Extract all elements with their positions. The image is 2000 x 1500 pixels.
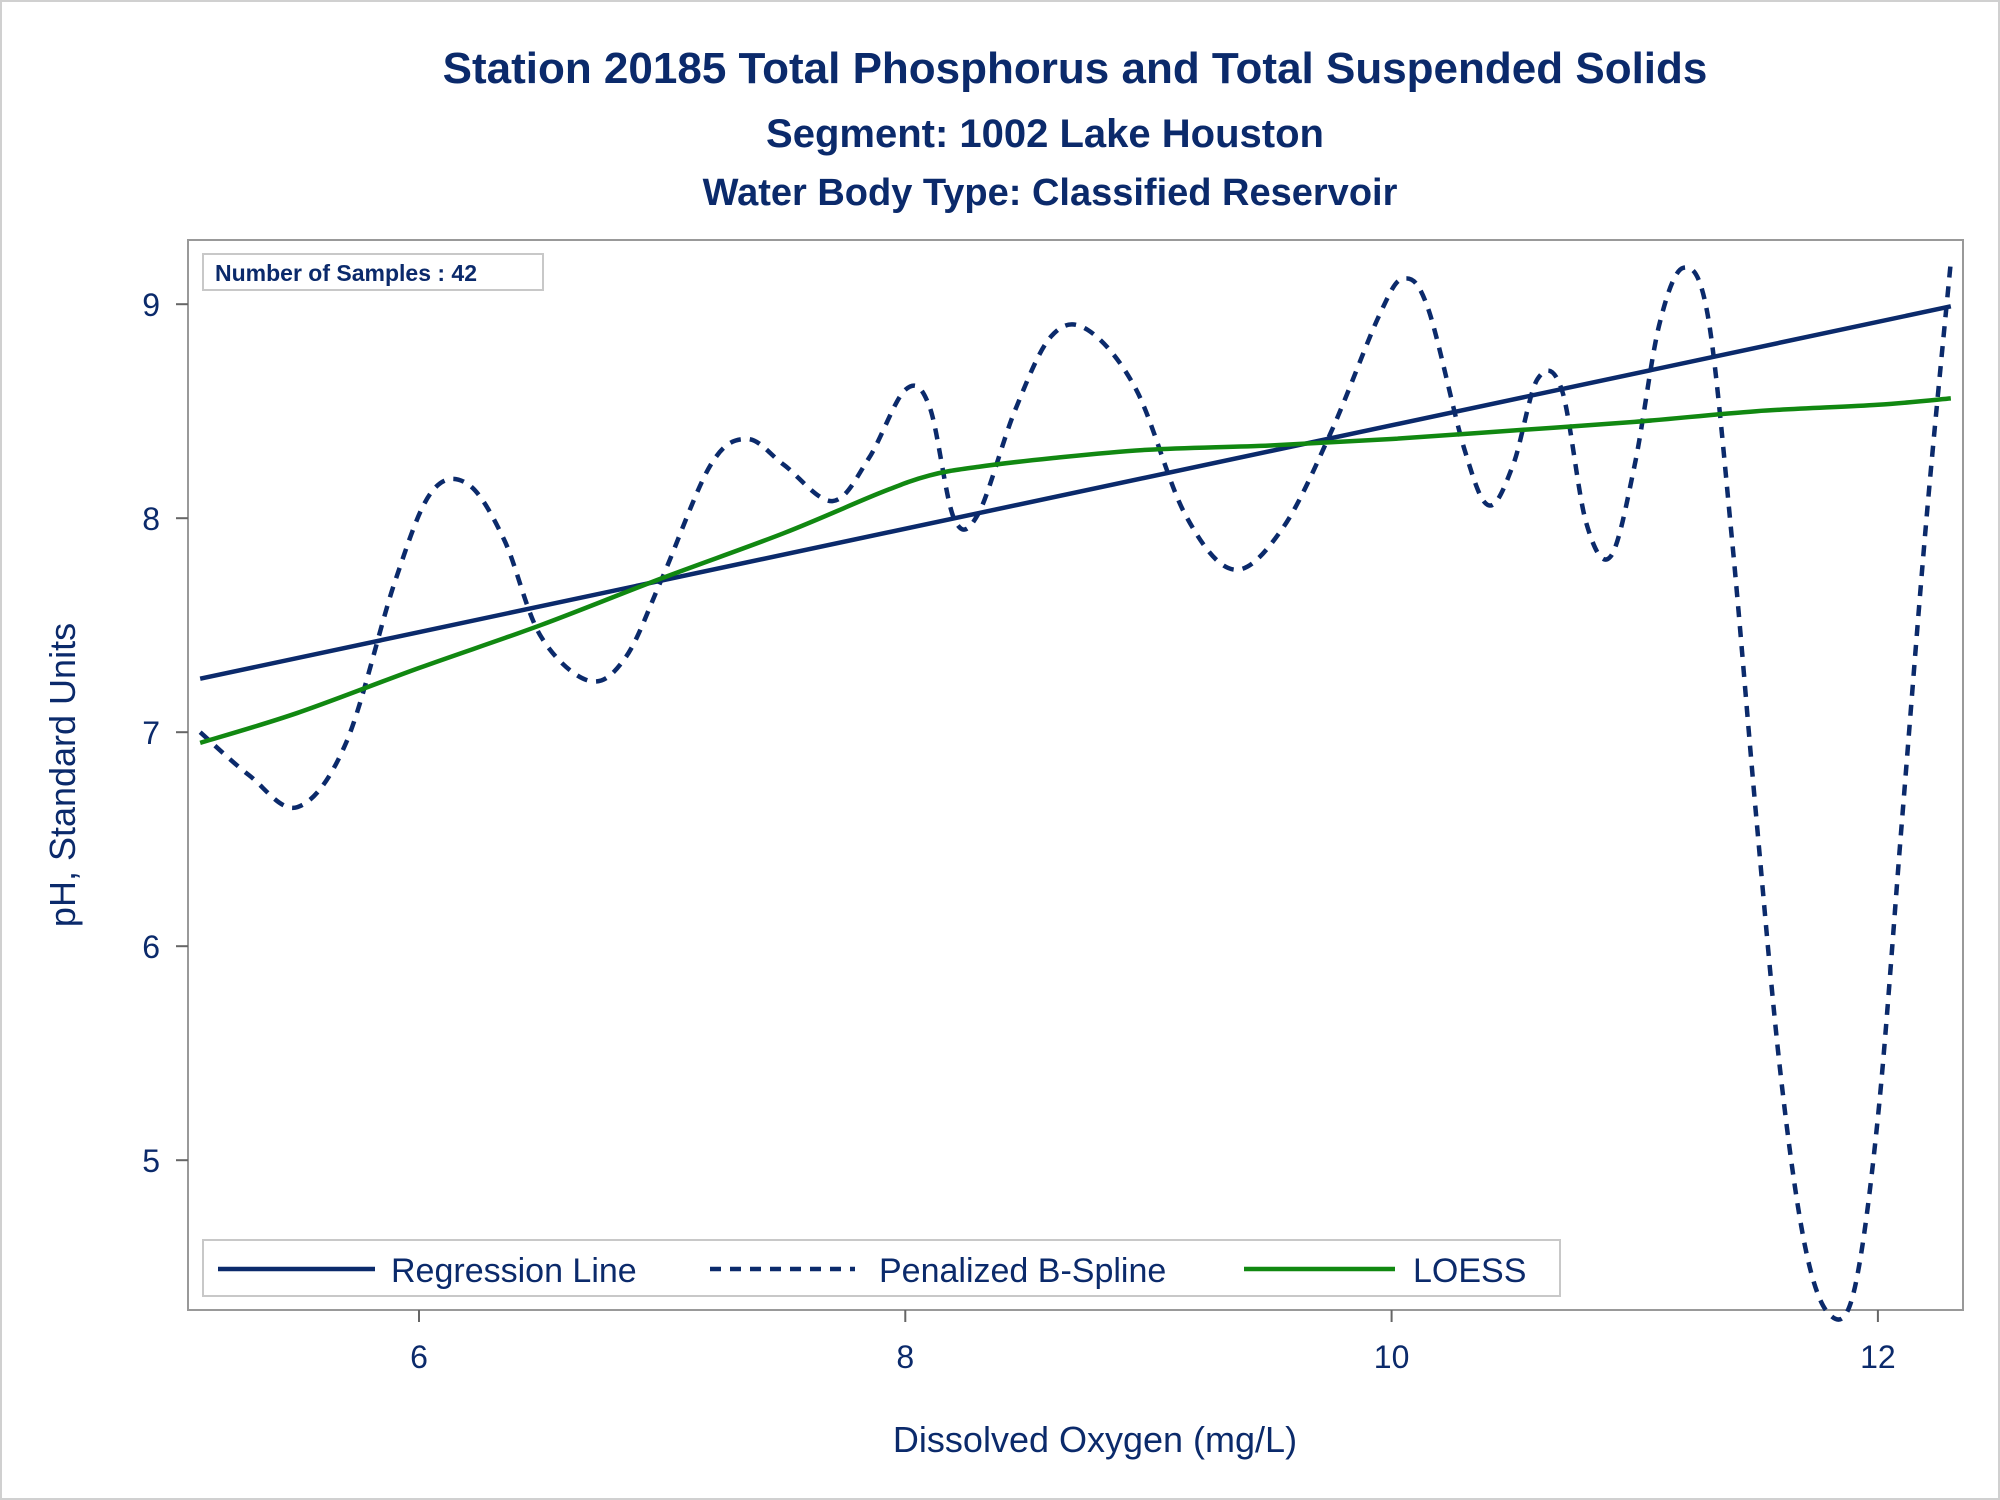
y-axis-label: pH, Standard Units: [42, 623, 83, 927]
legend-label-regression: Regression Line: [391, 1252, 637, 1290]
series-line-loess: [199, 396, 1952, 746]
y-tick-label: 5: [142, 1143, 160, 1179]
series-line-regression: [199, 304, 1952, 681]
sample-count-label: Number of Samples : 42: [215, 260, 477, 286]
y-axis: 5 6 7 8 9: [142, 287, 188, 1179]
x-tick-label: 12: [1860, 1339, 1896, 1375]
x-tick-label: 10: [1374, 1339, 1410, 1375]
sample-count-box: Number of Samples : 42: [202, 253, 544, 291]
chart-subtitle: Segment: 1002 Lake Houston: [766, 112, 1324, 156]
chart-title: Station 20185 Total Phosphorus and Total…: [443, 44, 1708, 93]
x-axis-label: Dissolved Oxygen (mg/L): [893, 1419, 1297, 1460]
y-tick-label: 8: [142, 501, 160, 537]
series-line-bspline: [198, 261, 1954, 1322]
y-tick-label: 9: [142, 287, 160, 323]
y-tick-label: 7: [142, 715, 160, 751]
legend-label-bspline: Penalized B-Spline: [879, 1252, 1166, 1290]
chart-subtitle-2: Water Body Type: Classified Reservoir: [703, 172, 1398, 214]
y-tick-label: 6: [142, 929, 160, 965]
x-tick-label: 6: [410, 1339, 428, 1375]
legend-label-loess: LOESS: [1413, 1252, 1526, 1290]
x-axis: 6 8 10 12: [410, 1310, 1896, 1375]
legend: Regression Line Penalized B-Spline LOESS: [202, 1239, 1561, 1297]
plot-area: [187, 239, 1964, 1311]
series-layer: [198, 261, 1954, 1322]
x-tick-label: 8: [896, 1339, 914, 1375]
